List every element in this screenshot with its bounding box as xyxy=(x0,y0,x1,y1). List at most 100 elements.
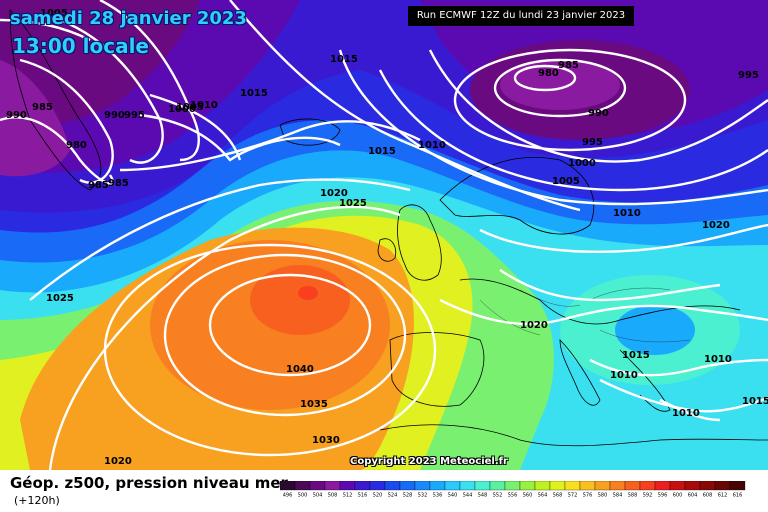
legend-value: 496 xyxy=(283,493,293,498)
legend-swatch xyxy=(294,481,311,491)
isobar-label: 980 xyxy=(538,68,559,79)
legend-swatch xyxy=(444,481,461,491)
isobar-label: 980 xyxy=(66,140,87,151)
legend-value: 588 xyxy=(628,493,638,498)
legend-swatch xyxy=(609,481,626,491)
field-red-orange-core xyxy=(250,265,350,335)
legend-value: 544 xyxy=(463,493,473,498)
isobar-label: 1000 xyxy=(168,104,196,115)
legend-value: 500 xyxy=(298,493,308,498)
legend-value: 532 xyxy=(418,493,428,498)
isobar-label: 990 xyxy=(588,108,609,119)
isobar-label: 1020 xyxy=(104,456,132,467)
field-blue-europe xyxy=(615,305,695,355)
legend-swatch xyxy=(354,481,371,491)
legend-value: 604 xyxy=(688,493,698,498)
legend-swatch xyxy=(459,481,476,491)
isobar-label: 1035 xyxy=(300,399,328,410)
legend-value: 548 xyxy=(478,493,488,498)
isobar-label: 1015 xyxy=(368,146,396,157)
color-legend: 496 500 504 508 512 516 520 524 528 532 536 540 544 5… xyxy=(280,481,746,498)
legend-swatch xyxy=(534,481,551,491)
isobar-label: 1005 xyxy=(40,8,68,19)
legend-swatch xyxy=(624,481,641,491)
isobar-label: 995 xyxy=(738,70,759,81)
legend-value: 536 xyxy=(433,493,443,498)
field-low-core xyxy=(500,60,620,110)
legend-swatch xyxy=(654,481,671,491)
legend-swatch xyxy=(699,481,716,491)
forecast-lead-time: (+120h) xyxy=(14,494,60,507)
isobar-label: 985 xyxy=(88,180,109,191)
legend-value: 508 xyxy=(328,493,338,498)
isobar-label: 1010 xyxy=(418,140,446,151)
isobar-label: 995 xyxy=(124,110,145,121)
isobar-label: 1040 xyxy=(286,364,314,375)
copyright: Copyright 2023 Meteociel.fr xyxy=(350,456,508,467)
legend-swatch xyxy=(519,481,536,491)
legend-swatch xyxy=(549,481,566,491)
legend-value: 616 xyxy=(733,493,743,498)
legend-swatch xyxy=(564,481,581,491)
legend-value: 584 xyxy=(613,493,623,498)
field-violet-west xyxy=(0,0,200,130)
legend-swatch xyxy=(384,481,401,491)
legend-value: 540 xyxy=(448,493,458,498)
legend-value: 556 xyxy=(508,493,518,498)
isobar-label: 985 xyxy=(558,60,579,71)
legend-swatch xyxy=(280,481,296,491)
isobar-label: 1010 xyxy=(672,408,700,419)
isobar-label: 990 xyxy=(104,110,125,121)
legend-swatch xyxy=(639,481,656,491)
legend-swatch xyxy=(309,481,326,491)
isobar-label: 995 xyxy=(582,137,603,148)
legend-swatch xyxy=(474,481,491,491)
legend-value: 520 xyxy=(373,493,383,498)
forecast-time: 13:00 locale xyxy=(12,34,149,58)
legend-swatch xyxy=(714,481,731,491)
isobar-label: 1010 xyxy=(610,370,638,381)
isobar-label: 1020 xyxy=(320,188,348,199)
legend-swatch xyxy=(369,481,386,491)
legend-value: 596 xyxy=(658,493,668,498)
isobar-label: 1010 xyxy=(613,208,641,219)
legend-value: 524 xyxy=(388,493,398,498)
field-magenta-west xyxy=(0,60,70,177)
legend-value: 572 xyxy=(568,493,578,498)
legend-value: 516 xyxy=(358,493,368,498)
isobar-label: 990 xyxy=(6,110,27,121)
legend-value: 504 xyxy=(313,493,323,498)
isobar-label: 985 xyxy=(32,102,53,113)
legend-value: 552 xyxy=(493,493,503,498)
isobar-label: 1020 xyxy=(702,220,730,231)
legend-swatch xyxy=(729,481,746,491)
legend-value: 560 xyxy=(523,493,533,498)
isobar-label: 1015 xyxy=(742,396,768,407)
run-info: Run ECMWF 12Z du lundi 23 janvier 2023 xyxy=(408,6,634,26)
legend-swatch xyxy=(324,481,341,491)
legend-swatch xyxy=(489,481,506,491)
isobar-label: 1025 xyxy=(339,198,367,209)
legend-swatch xyxy=(504,481,521,491)
legend-value: 564 xyxy=(538,493,548,498)
legend-swatch xyxy=(414,481,431,491)
legend-swatch xyxy=(684,481,701,491)
isobar-label: 1005 xyxy=(552,176,580,187)
legend-value: 580 xyxy=(598,493,608,498)
forecast-date: samedi 28 janvier 2023 xyxy=(10,8,247,29)
isobars xyxy=(0,0,768,470)
isobar-label: 1005 xyxy=(176,102,204,113)
legend-value: 592 xyxy=(643,493,653,498)
legend-swatch xyxy=(429,481,446,491)
legend-swatch xyxy=(339,481,356,491)
isobar-label: 1025 xyxy=(46,293,74,304)
isobar-label: 1015 xyxy=(240,88,268,99)
isobar-label: 1000 xyxy=(568,158,596,169)
isobar-label: 1015 xyxy=(622,350,650,361)
legend-value: 608 xyxy=(703,493,713,498)
isobar-label: 1015 xyxy=(330,54,358,65)
isobar-label: 1010 xyxy=(190,100,218,111)
